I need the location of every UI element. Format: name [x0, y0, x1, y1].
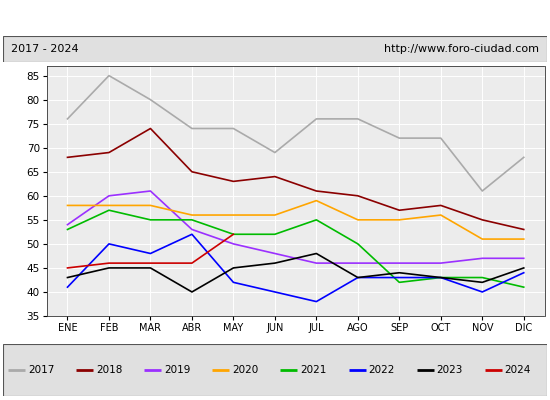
Text: 2017: 2017 [28, 365, 54, 375]
Text: 2017 - 2024: 2017 - 2024 [11, 44, 79, 54]
Text: 2021: 2021 [300, 365, 327, 375]
Text: 2023: 2023 [436, 365, 463, 375]
Text: 2019: 2019 [164, 365, 190, 375]
Text: 2020: 2020 [232, 365, 258, 375]
Text: 2018: 2018 [96, 365, 122, 375]
Text: 2024: 2024 [504, 365, 531, 375]
Text: 2022: 2022 [368, 365, 394, 375]
Text: http://www.foro-ciudad.com: http://www.foro-ciudad.com [384, 44, 539, 54]
Text: Evolucion del paro registrado en Ulea: Evolucion del paro registrado en Ulea [124, 10, 426, 26]
